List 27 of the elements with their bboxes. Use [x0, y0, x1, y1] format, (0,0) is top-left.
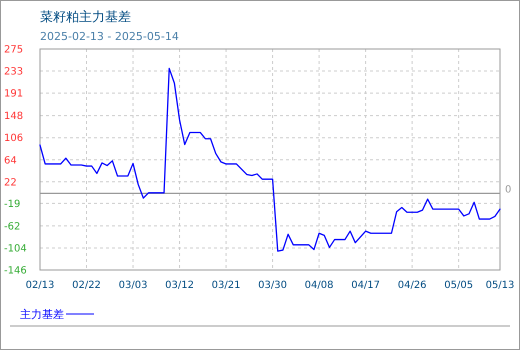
x-tick-label: 03/30: [258, 280, 287, 291]
x-tick-label: 02/22: [72, 280, 101, 291]
y-tick-label: -62: [4, 221, 20, 232]
x-tick-label: 03/03: [118, 280, 148, 291]
x-tick-label: 04/08: [304, 280, 334, 291]
line-series: [39, 68, 501, 252]
y-tick-label: -146: [4, 266, 27, 276]
x-tick-label: 02/13: [26, 280, 54, 291]
x-tick-label: 03/12: [165, 280, 194, 291]
y-tick-label: 148: [4, 111, 24, 122]
ref-line-label: 0: [505, 184, 512, 196]
chart-title: 菜籽粕主力基差: [40, 9, 131, 25]
y-tick-label: -104: [4, 243, 27, 254]
y-tick-label: -19: [4, 198, 20, 210]
x-tick-label: 04/26: [398, 280, 427, 291]
y-tick-label: 64: [4, 155, 17, 166]
x-tick-label: 03/21: [212, 280, 240, 291]
y-tick-label: 233: [4, 66, 24, 78]
y-tick-label: 275: [4, 44, 24, 56]
x-tick-label: 04/17: [351, 280, 380, 291]
chart-subtitle: 2025-02-13 - 2025-05-14: [40, 30, 179, 43]
x-tick-label: 05/13: [486, 280, 514, 291]
y-tick-label: 106: [4, 133, 24, 144]
legend-label: 主力基差: [20, 308, 64, 321]
y-tick-label: 191: [4, 88, 24, 100]
y-tick-label: 22: [4, 177, 17, 188]
x-tick-label: 05/05: [444, 280, 474, 291]
